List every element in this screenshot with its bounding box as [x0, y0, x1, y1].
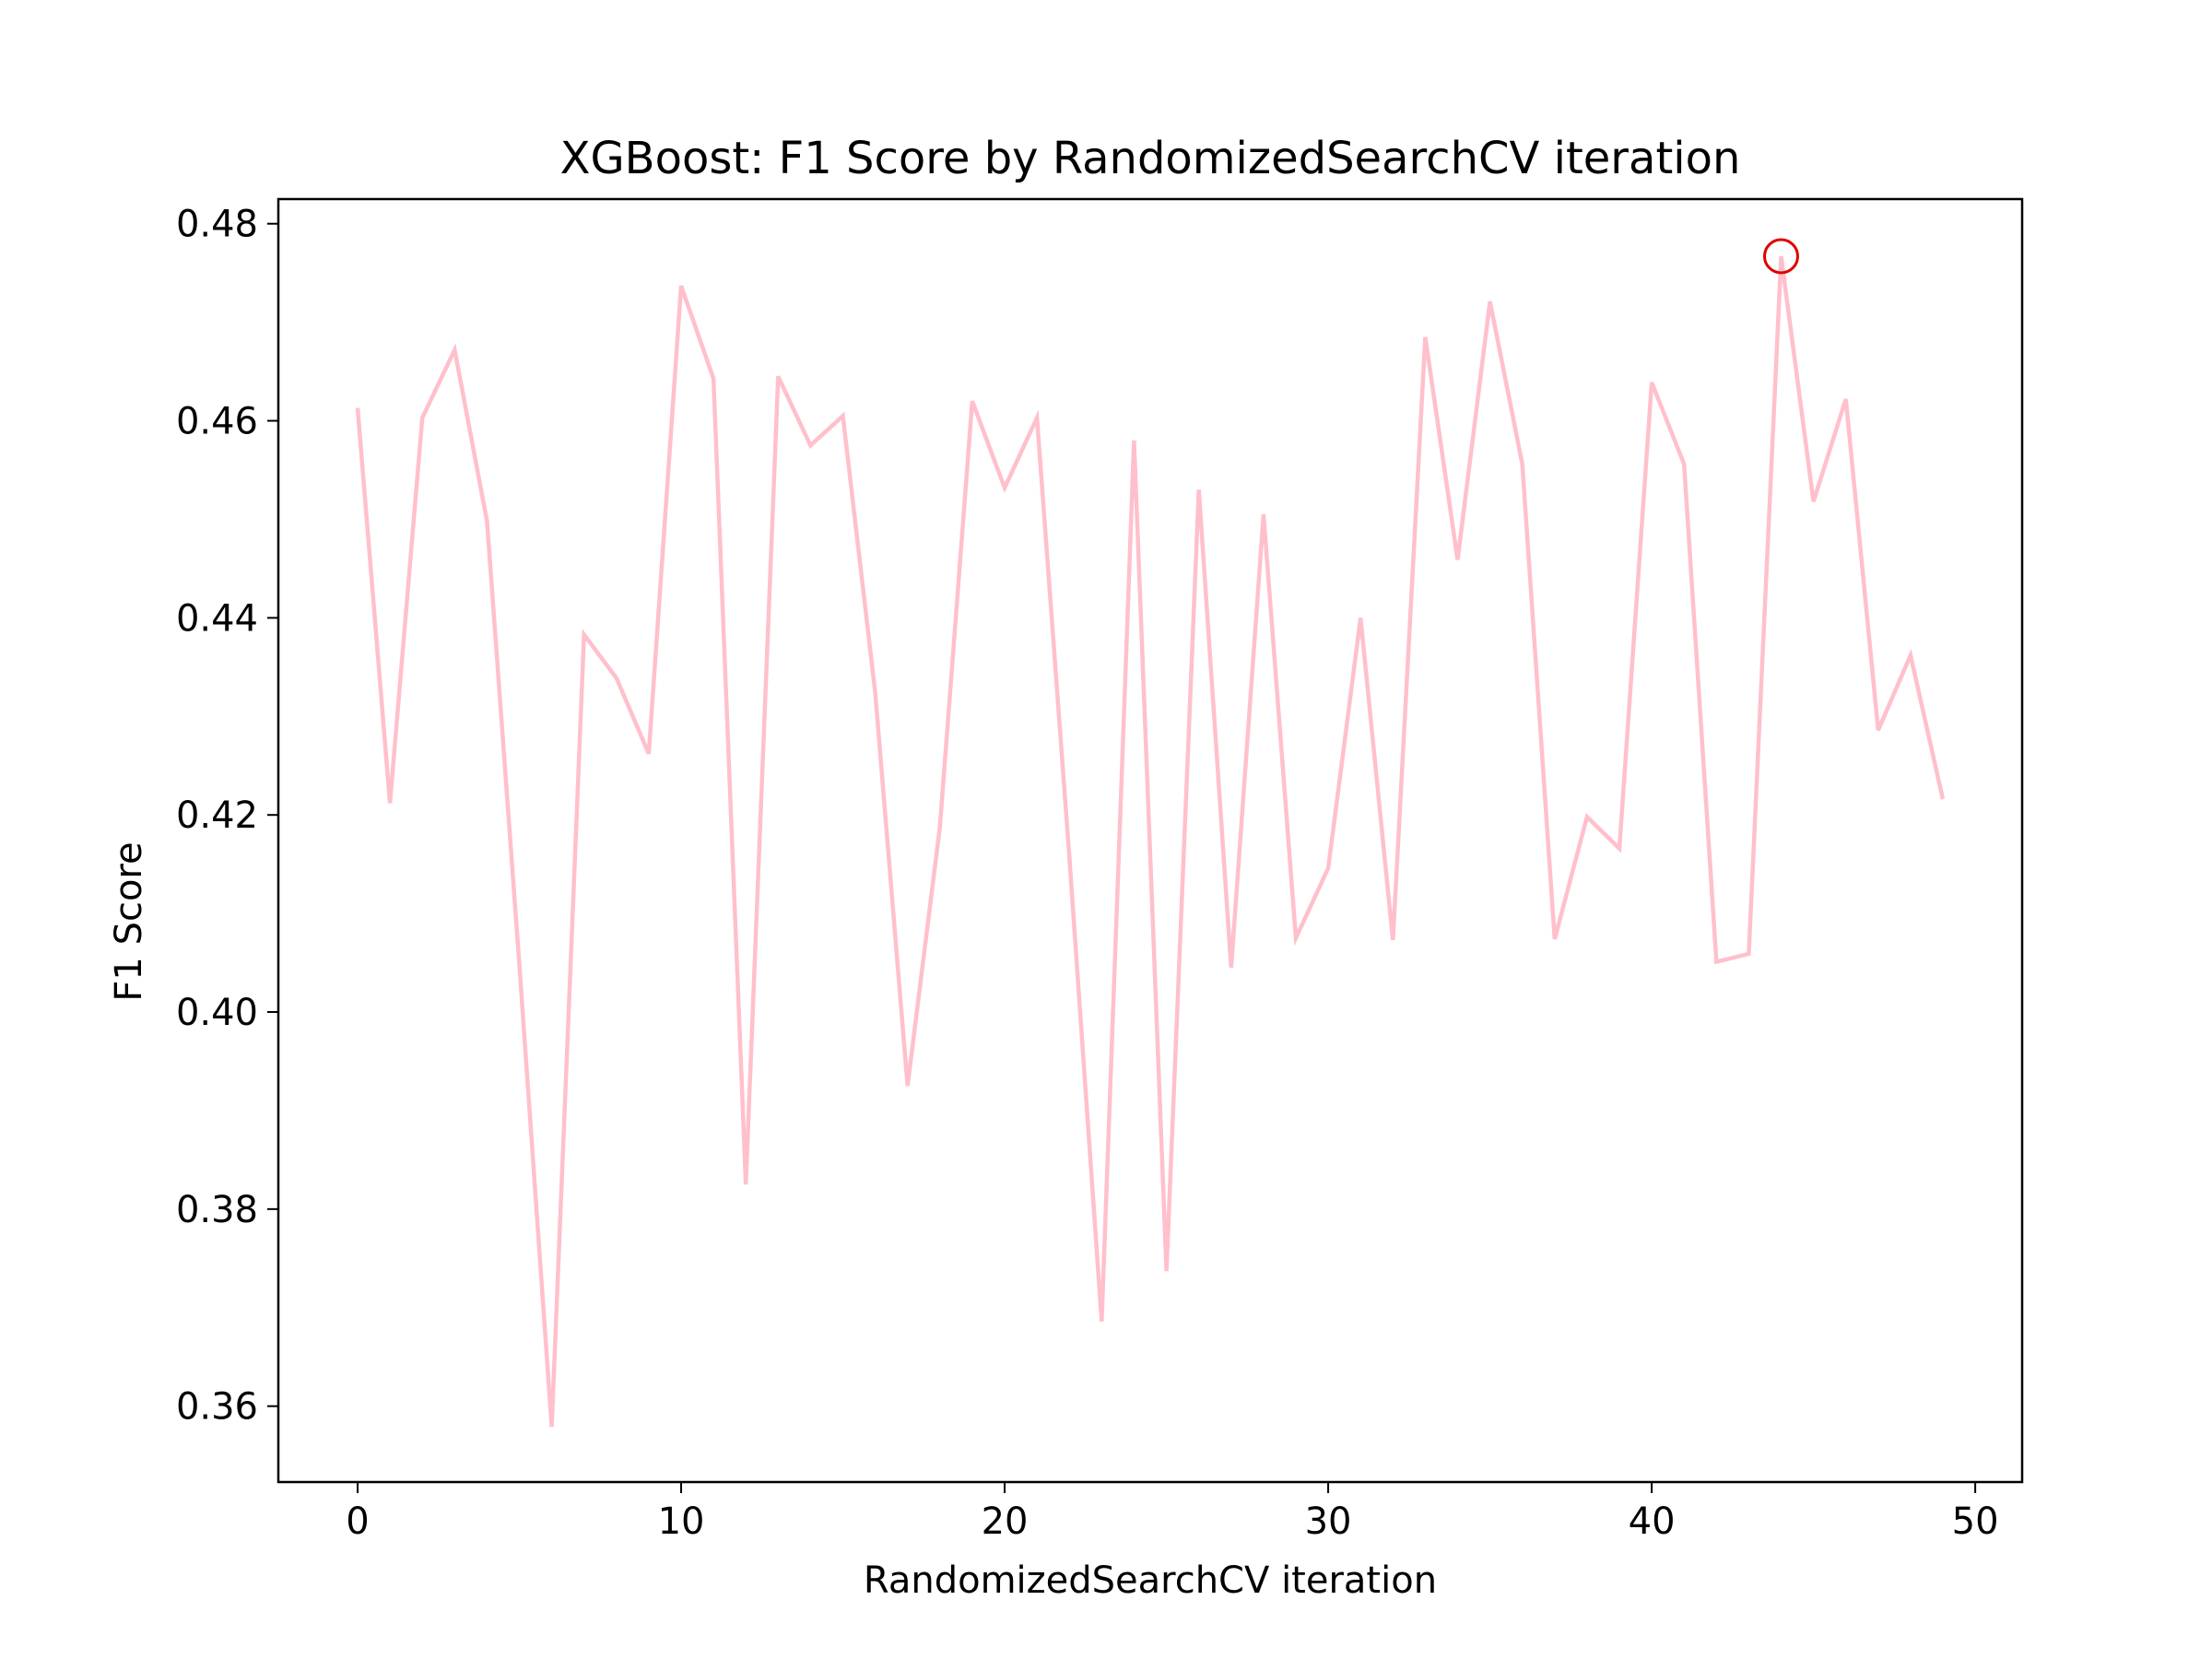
x-tick-label: 20 — [982, 1500, 1029, 1543]
chart-title: XGBoost: F1 Score by RandomizedSearchCV … — [560, 133, 1741, 184]
plot-frame — [276, 197, 2024, 1484]
x-tick-label: 50 — [1952, 1500, 1999, 1543]
best-score-marker — [1762, 238, 1799, 275]
y-tick-label: 0.48 — [176, 204, 258, 246]
plot-area — [355, 238, 1946, 1428]
y-tick-label: 0.36 — [176, 1386, 258, 1429]
y-tick-label: 0.46 — [176, 401, 258, 443]
x-tick-label: 0 — [346, 1500, 369, 1543]
x-axis-label: RandomizedSearchCV iteration — [864, 1559, 1437, 1602]
y-tick-label: 0.40 — [176, 992, 258, 1034]
y-axis: 0.36 0.38 0.40 0.42 0.44 0.46 0.48 — [176, 204, 278, 1429]
series-line — [355, 255, 1946, 1428]
y-axis-label: F1 Score — [108, 841, 150, 1001]
y-tick-label: 0.42 — [176, 794, 258, 837]
x-axis: 0 10 20 30 40 50 — [346, 1482, 1999, 1543]
y-tick-label: 0.38 — [176, 1189, 258, 1231]
y-tick-label: 0.44 — [176, 597, 258, 640]
x-tick-label: 10 — [658, 1500, 705, 1543]
x-tick-label: 30 — [1305, 1500, 1352, 1543]
x-tick-label: 40 — [1629, 1500, 1676, 1543]
